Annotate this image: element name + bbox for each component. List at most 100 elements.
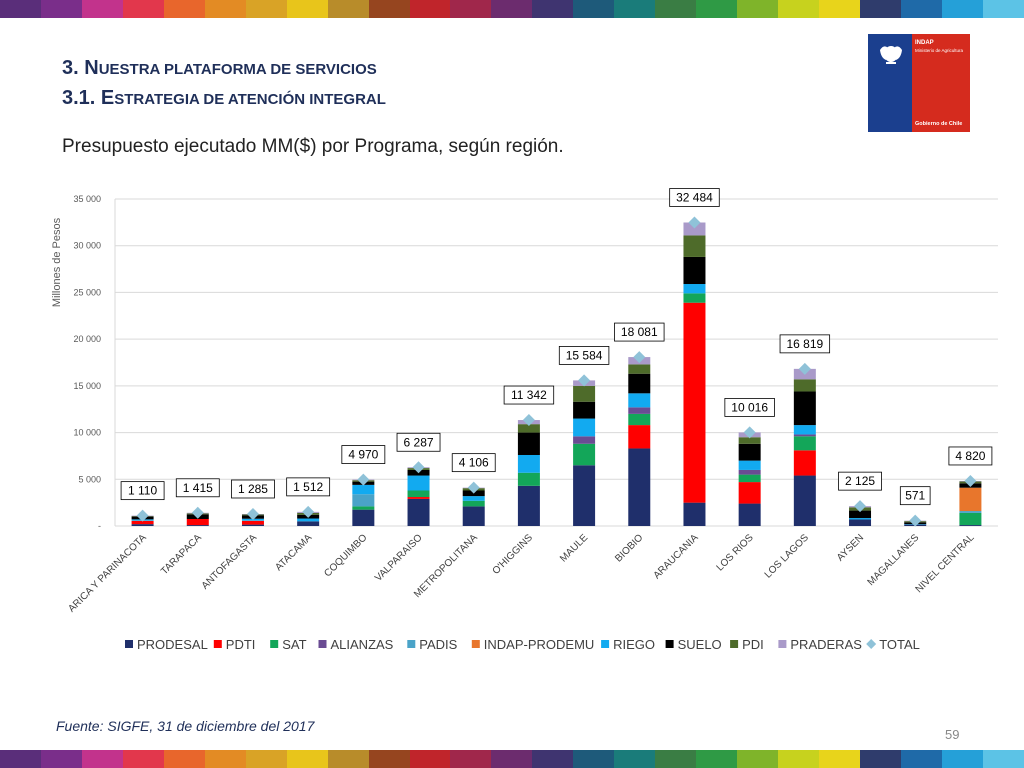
stripe-segment bbox=[737, 0, 779, 18]
bar-segment-pdi bbox=[517, 424, 540, 433]
category-label: ARAUCANIA bbox=[652, 532, 701, 581]
total-label: 1 415 bbox=[183, 481, 213, 495]
bar-segment-prodesal bbox=[517, 485, 540, 526]
total-marker bbox=[412, 461, 425, 474]
legend-swatch bbox=[318, 640, 327, 648]
bar-segment-suelo bbox=[683, 256, 706, 285]
total-label-box bbox=[899, 486, 931, 506]
stripe-segment bbox=[491, 750, 533, 768]
stripe-segment bbox=[409, 750, 451, 768]
section-subtitle: 3.1. Estrategia de Atención Integral bbox=[62, 87, 386, 109]
stripe-segment bbox=[614, 0, 656, 18]
legend-swatch bbox=[213, 640, 222, 648]
bar-segment-suelo bbox=[738, 443, 761, 461]
total-label-box bbox=[120, 481, 165, 501]
bar-segment-prodesal bbox=[297, 521, 320, 526]
total-label: 4 106 bbox=[459, 456, 489, 470]
total-marker bbox=[633, 351, 646, 364]
total-label-box bbox=[838, 471, 882, 491]
bar-segment-pdti bbox=[683, 302, 706, 503]
y-tick-label: 30 000 bbox=[73, 241, 101, 251]
legend-label: PRODESAL bbox=[137, 637, 208, 652]
bar-segment-prodesal bbox=[352, 509, 375, 526]
category-label: BIOBIO bbox=[613, 532, 645, 564]
legend-swatch bbox=[778, 640, 787, 648]
page-number: 59 bbox=[945, 727, 960, 742]
bar-segment-riego bbox=[297, 518, 320, 522]
bar-segment-prodesal bbox=[793, 475, 816, 526]
category-label: LOS RIOS bbox=[715, 532, 756, 573]
bar-segment-pdi bbox=[738, 437, 761, 444]
stripe-segment bbox=[655, 0, 697, 18]
category-label: VALPARAISO bbox=[373, 532, 425, 584]
stripe-segment bbox=[900, 0, 942, 18]
total-label-box bbox=[286, 477, 331, 497]
category-label: O'HIGGINS bbox=[491, 532, 536, 577]
legend-label: TOTAL bbox=[879, 637, 920, 652]
total-marker bbox=[909, 514, 922, 527]
stripe-segment bbox=[245, 0, 287, 18]
logo-red-band: INDAP Ministerio de Agricultura Gobierno… bbox=[912, 34, 970, 132]
y-tick-label: 20 000 bbox=[73, 334, 101, 344]
bar-segment-riego bbox=[462, 496, 485, 501]
total-marker bbox=[302, 505, 315, 518]
legend-label: SAT bbox=[282, 637, 306, 652]
stripe-segment bbox=[368, 750, 410, 768]
total-marker bbox=[136, 509, 149, 522]
stripe-segment bbox=[122, 750, 164, 768]
bar-segment-padis bbox=[352, 494, 375, 507]
stripe-segment bbox=[941, 0, 983, 18]
stripe-segment bbox=[982, 0, 1024, 18]
bar-segment-alianzas bbox=[573, 436, 596, 444]
total-label-box bbox=[231, 479, 275, 499]
category-label: NIVEL CENTRAL bbox=[914, 532, 977, 595]
total-marker bbox=[191, 506, 204, 519]
bar-segment-pdti bbox=[241, 520, 264, 525]
logo-government-text: Gobierno de Chile bbox=[915, 121, 963, 127]
bar-segment-riego bbox=[793, 425, 816, 435]
bar-segment-pdti bbox=[407, 497, 430, 499]
bar-segment-suelo bbox=[517, 432, 540, 455]
total-label: 4 820 bbox=[955, 449, 985, 463]
total-label: 4 970 bbox=[348, 448, 378, 462]
bar-segment-pdi bbox=[683, 235, 706, 257]
top-color-stripe bbox=[0, 0, 1024, 18]
bar-segment-riego bbox=[517, 454, 540, 473]
legend-swatch bbox=[730, 640, 739, 648]
legend-label: INDAP-PRODEMU bbox=[484, 637, 595, 652]
bar-segment-riego bbox=[573, 418, 596, 437]
stripe-segment bbox=[614, 750, 656, 768]
stripe-segment bbox=[0, 0, 41, 18]
stripe-segment bbox=[327, 0, 369, 18]
stripe-segment bbox=[819, 750, 861, 768]
bar-segment-riego bbox=[352, 484, 375, 495]
bottom-color-stripe bbox=[0, 750, 1024, 768]
total-label: 10 016 bbox=[731, 400, 768, 414]
stripe-segment bbox=[696, 750, 738, 768]
bar-segment-sat bbox=[573, 443, 596, 466]
bar-segment-pdti bbox=[186, 518, 209, 526]
legend-swatch bbox=[125, 640, 133, 648]
bar-segment-pdti bbox=[793, 450, 816, 476]
logo-blue-band bbox=[868, 34, 912, 132]
stripe-segment bbox=[573, 0, 615, 18]
category-label: AYSEN bbox=[835, 532, 866, 563]
chart-title: Presupuesto ejecutado MM($) por Programa… bbox=[62, 136, 564, 157]
bar-segment-sat bbox=[462, 500, 485, 507]
bar-segment-suelo bbox=[628, 373, 651, 394]
legend-swatch bbox=[601, 640, 610, 648]
stripe-segment bbox=[941, 750, 983, 768]
bar-segment-sat bbox=[738, 474, 761, 483]
category-label: LOS LAGOS bbox=[763, 532, 811, 580]
bar-segment-prodesal bbox=[131, 524, 154, 526]
total-label-box bbox=[503, 385, 555, 405]
bar-segment-alianzas bbox=[628, 407, 651, 414]
bar-segment-padis bbox=[241, 520, 264, 521]
category-label: TARAPACA bbox=[159, 532, 204, 577]
category-label: ARICA Y PARINACOTA bbox=[66, 532, 149, 615]
legend-swatch bbox=[866, 639, 877, 649]
bar-segment-pdi bbox=[573, 385, 596, 402]
stripe-segment bbox=[286, 0, 328, 18]
legend-label: PDI bbox=[742, 637, 764, 652]
